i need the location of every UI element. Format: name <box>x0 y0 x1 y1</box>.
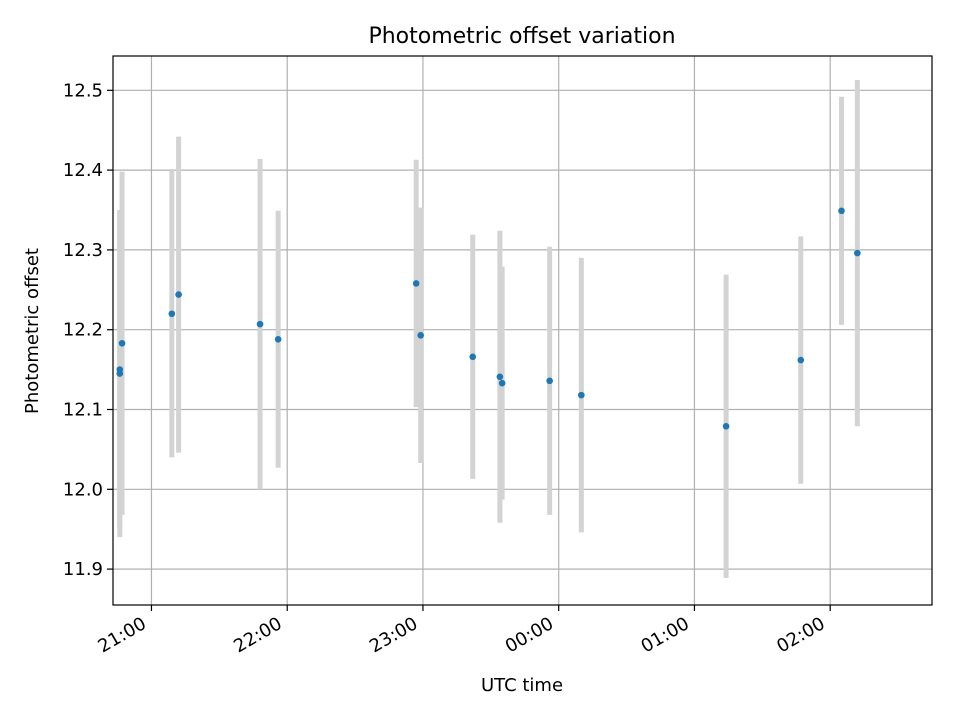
y-tick-label: 12.4 <box>63 160 103 181</box>
data-point <box>168 310 176 318</box>
x-tick-label: 02:00 <box>773 613 828 657</box>
x-tick-label: 01:00 <box>638 613 693 657</box>
data-point <box>175 291 182 298</box>
y-tick-label: 12.0 <box>63 479 103 500</box>
x-tick-label: 21:00 <box>95 613 150 657</box>
data-point <box>274 335 282 343</box>
x-tick-label: 23:00 <box>366 613 421 657</box>
x-tick-label: 00:00 <box>502 613 557 657</box>
data-points <box>116 207 861 430</box>
data-point <box>578 391 585 399</box>
data-point <box>256 320 264 328</box>
data-point <box>722 422 730 430</box>
data-point <box>116 366 124 373</box>
data-point <box>469 353 477 361</box>
data-point <box>412 280 420 287</box>
x-axis-label: UTC time <box>481 675 563 696</box>
data-point <box>797 356 805 364</box>
data-point <box>118 339 126 347</box>
y-tick-label: 12.2 <box>63 320 103 341</box>
x-tick-label: 22:00 <box>230 613 285 657</box>
data-point <box>838 207 845 215</box>
data-point <box>496 373 504 381</box>
error-bars <box>117 79 860 578</box>
data-point <box>854 249 861 257</box>
y-tick-label: 12.1 <box>63 399 103 420</box>
grid <box>113 56 932 605</box>
chart-title: Photometric offset variation <box>368 24 675 49</box>
data-point <box>546 377 553 385</box>
y-tick-label: 12.3 <box>63 240 103 261</box>
y-axis-label: Photometric offset <box>22 248 43 414</box>
data-point <box>498 379 506 387</box>
y-tick-label: 12.5 <box>63 80 103 101</box>
plot-frame <box>112 55 933 606</box>
y-tick-label: 11.9 <box>63 559 103 580</box>
data-point <box>417 331 424 339</box>
